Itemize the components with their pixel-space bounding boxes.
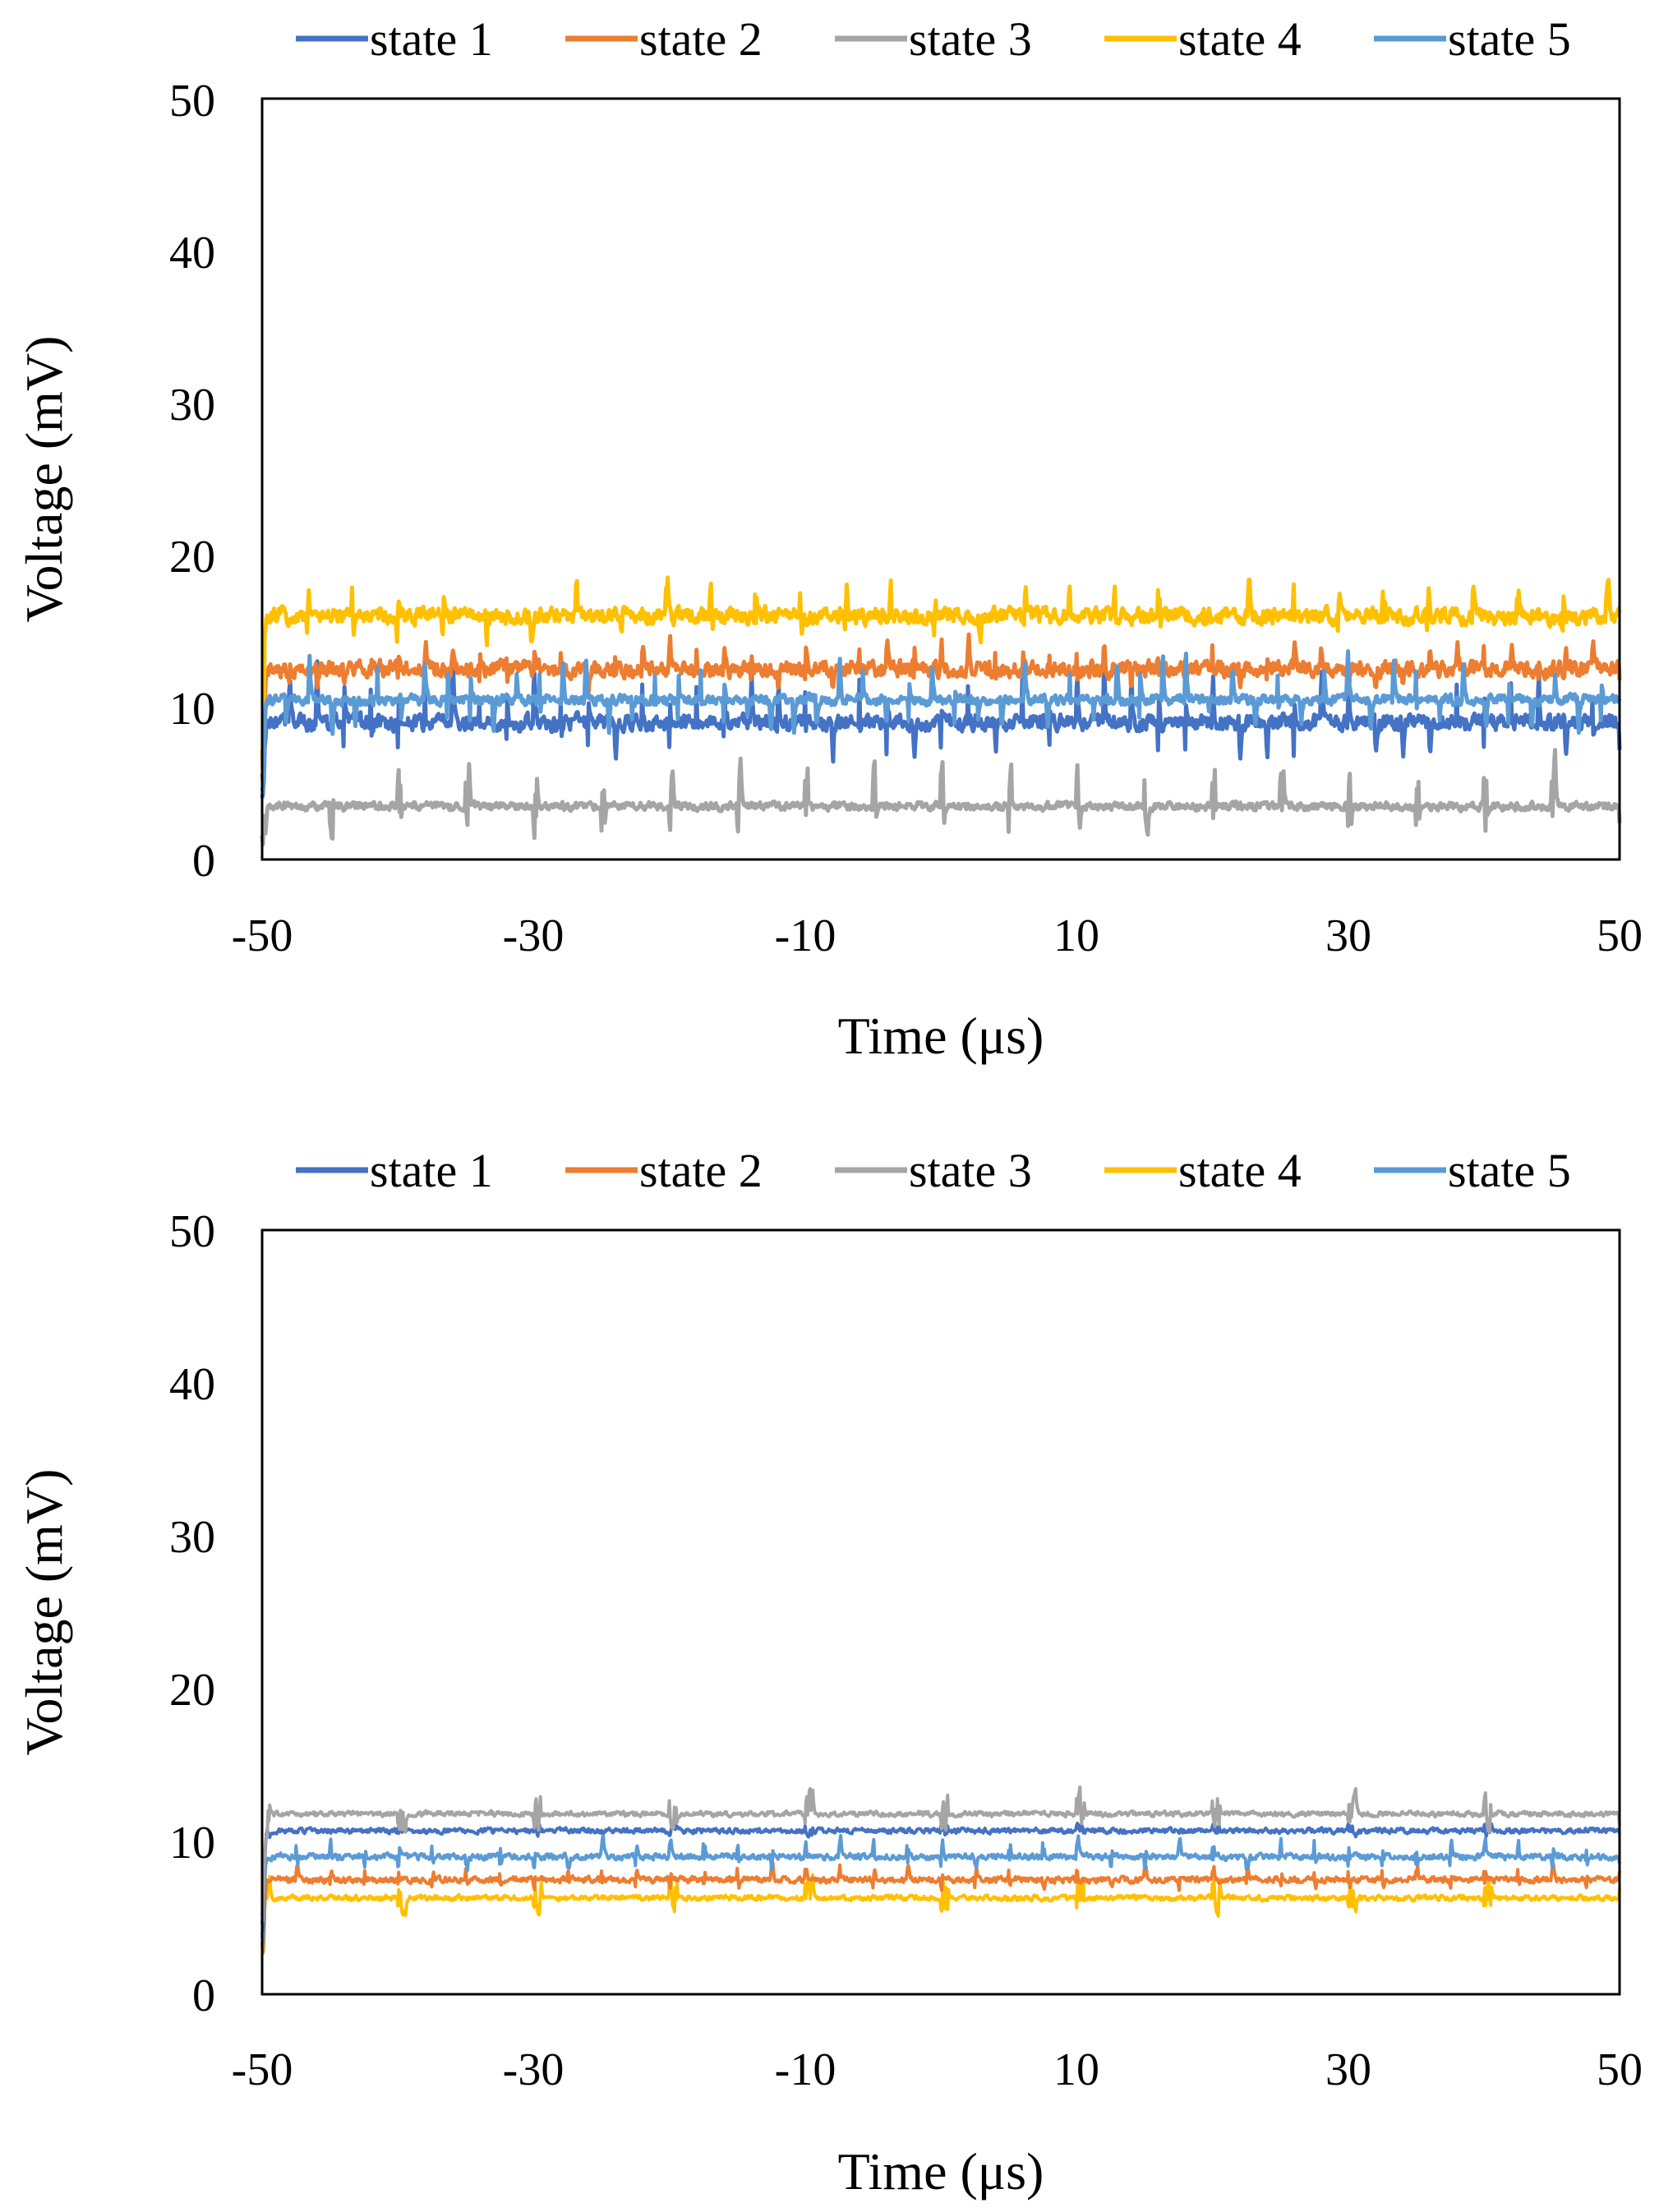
y-tick-label: 0 <box>192 1970 215 2021</box>
y-tick-label: 0 <box>192 836 215 887</box>
plot-area-frame <box>260 1228 1621 1996</box>
x-tick-label: 30 <box>1325 910 1371 961</box>
series-layer <box>260 575 1622 847</box>
legend: state 1 state 2 state 3 state 4 state 5 <box>296 12 1571 66</box>
y-tick-label: 50 <box>169 1206 215 1257</box>
y-tick-label: 20 <box>169 1665 215 1716</box>
x-tick-label: 30 <box>1325 2044 1371 2095</box>
x-axis-title: Time (μs) <box>838 1007 1044 1065</box>
y-axis-title: Voltage (mV) <box>15 1469 73 1756</box>
legend-item-state-4: state 4 <box>1104 1144 1302 1197</box>
series-line-state-5 <box>260 1832 1621 1946</box>
series-line-state-3 <box>260 1785 1621 1923</box>
series-line-state-5 <box>260 649 1622 794</box>
y-tick-label: 40 <box>169 1359 215 1410</box>
legend-label-state-1: state 1 <box>370 1144 493 1197</box>
plot-area-frame <box>260 97 1621 861</box>
series-line-state-2 <box>260 1861 1621 1955</box>
legend-item-state-1: state 1 <box>296 1144 493 1197</box>
y-tick-label: 10 <box>169 1818 215 1869</box>
legend-item-state-2: state 2 <box>565 1144 763 1197</box>
legend-item-state-2: state 2 <box>565 12 763 66</box>
x-tick-label: -30 <box>503 910 565 961</box>
series-layer <box>260 1785 1621 1956</box>
x-tick-label: -30 <box>503 2044 565 2095</box>
series-line-state-3 <box>260 748 1622 847</box>
legend-label-state-2: state 2 <box>639 1144 763 1197</box>
legend-item-state-3: state 3 <box>835 12 1032 66</box>
y-axis-ticks: 0 10 20 30 40 50 <box>169 76 215 887</box>
chart-bottom: state 1 state 2 state 3 state 4 state 5 <box>15 1144 1643 2200</box>
series-line-state-1 <box>260 657 1622 799</box>
y-tick-label: 20 <box>169 532 215 583</box>
x-tick-label: 50 <box>1597 910 1643 961</box>
legend-label-state-2: state 2 <box>639 12 763 66</box>
y-tick-label: 10 <box>169 684 215 735</box>
x-tick-label: -10 <box>775 910 836 961</box>
legend-label-state-4: state 4 <box>1178 1144 1302 1197</box>
series-line-state-4 <box>260 575 1622 773</box>
y-tick-label: 30 <box>169 380 215 431</box>
y-axis-title: Voltage (mV) <box>15 336 73 623</box>
legend-item-state-1: state 1 <box>296 12 493 66</box>
x-tick-label: 10 <box>1053 2044 1099 2095</box>
y-axis-ticks: 0 10 20 30 40 50 <box>169 1206 215 2021</box>
y-tick-label: 50 <box>169 76 215 127</box>
legend: state 1 state 2 state 3 state 4 state 5 <box>296 1144 1571 1197</box>
legend-label-state-1: state 1 <box>370 12 493 66</box>
series-line-state-4 <box>260 1873 1621 1956</box>
legend-label-state-4: state 4 <box>1178 12 1302 66</box>
x-axis-ticks: -50 -30 -10 10 30 50 <box>232 910 1643 961</box>
x-axis-title: Time (μs) <box>838 2142 1044 2200</box>
legend-item-state-5: state 5 <box>1374 12 1571 66</box>
x-tick-label: -50 <box>232 910 293 961</box>
legend-item-state-4: state 4 <box>1104 12 1302 66</box>
legend-item-state-5: state 5 <box>1374 1144 1571 1197</box>
legend-label-state-5: state 5 <box>1448 12 1571 66</box>
legend-label-state-3: state 3 <box>909 1144 1032 1197</box>
x-axis-ticks: -50 -30 -10 10 30 50 <box>232 2044 1643 2095</box>
legend-item-state-3: state 3 <box>835 1144 1032 1197</box>
legend-label-state-5: state 5 <box>1448 1144 1571 1197</box>
chart-top: state 1 state 2 state 3 state 4 state 5 <box>15 12 1643 1065</box>
y-tick-label: 40 <box>169 228 215 279</box>
legend-label-state-3: state 3 <box>909 12 1032 66</box>
x-tick-label: -10 <box>775 2044 836 2095</box>
x-tick-label: 10 <box>1053 910 1099 961</box>
x-tick-label: -50 <box>232 2044 293 2095</box>
y-tick-label: 30 <box>169 1512 215 1563</box>
x-tick-label: 50 <box>1597 2044 1643 2095</box>
